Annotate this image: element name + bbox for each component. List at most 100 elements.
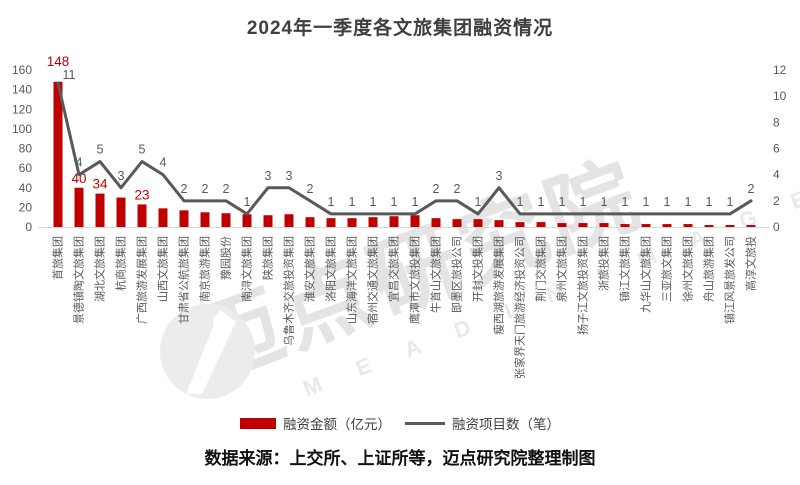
y-axis-tick-left: 60	[19, 161, 33, 175]
bar-value-label: 148	[47, 54, 70, 69]
x-axis-label: 广西旅游发展集团	[135, 236, 149, 324]
y-axis-tick-right: 12	[773, 63, 787, 77]
line-point-label: 1	[580, 195, 587, 209]
x-axis-label: 扬子江文旅投资集团	[576, 236, 590, 335]
y-axis-tick-left: 140	[12, 83, 32, 97]
x-axis-label: 徐州文旅集团	[681, 236, 695, 302]
bar	[473, 219, 483, 227]
line-point-label: 4	[76, 156, 83, 170]
line-point-label: 1	[475, 195, 482, 209]
bar	[263, 215, 273, 227]
bar	[452, 219, 462, 227]
line-point-label: 3	[265, 169, 272, 183]
x-axis-label: 浙旅投集团	[597, 236, 611, 291]
bar	[179, 210, 189, 227]
line-point-label: 5	[139, 143, 146, 157]
line-point-label: 2	[181, 182, 188, 196]
line-point-label: 1	[349, 195, 356, 209]
bar	[74, 187, 84, 227]
line-point-label: 1	[685, 195, 692, 209]
bar	[620, 224, 630, 227]
x-axis-label: 山西文旅集团	[156, 236, 170, 302]
legend-bar-swatch	[240, 417, 276, 429]
chart-legend: 融资金额（亿元） 融资项目数（笔）	[0, 413, 800, 433]
y-axis-tick-right: 10	[773, 89, 787, 103]
line-point-label: 3	[286, 169, 293, 183]
bar	[515, 222, 525, 227]
x-axis-label: 乌鲁木齐交旅投资集团	[282, 236, 296, 346]
line-point-label: 1	[244, 195, 251, 209]
x-axis-label: 杭商旅集团	[114, 236, 128, 291]
bar-value-label: 23	[134, 187, 149, 202]
line-point-label: 1	[412, 195, 419, 209]
x-axis-label: 淮安文旅集团	[303, 236, 317, 302]
y-axis-tick-right: 2	[773, 194, 780, 208]
line-point-label: 11	[63, 68, 76, 82]
y-axis-tick-left: 160	[12, 63, 32, 77]
x-axis-label: 舟山旅游集团	[702, 236, 716, 302]
chart-title: 2024年一季度各文旅集团融资情况	[246, 18, 554, 39]
x-axis-label: 山东海洋文旅集团	[345, 236, 359, 324]
bar	[305, 217, 315, 227]
bar	[641, 224, 651, 227]
y-axis-tick-right: 8	[773, 115, 780, 129]
y-axis-tick-left: 0	[25, 220, 32, 234]
bar-value-label: 34	[92, 177, 108, 192]
bar	[200, 212, 210, 227]
line-point-label: 2	[307, 182, 314, 196]
x-axis-label: 宜昌交旅集团	[387, 236, 401, 302]
bar	[683, 224, 693, 227]
bar	[368, 217, 378, 227]
x-axis-label: 南京旅游集团	[198, 236, 212, 302]
source-note: 数据来源：上交所、上证所等，迈点研究院整理制图	[204, 449, 596, 468]
meadin-logo-icon	[160, 304, 255, 404]
line-point-label: 1	[559, 195, 566, 209]
line-point-label: 2	[454, 182, 461, 196]
line-point-label: 1	[643, 195, 650, 209]
line-point-label: 1	[601, 195, 608, 209]
bar	[326, 218, 336, 227]
line-point-label: 1	[538, 195, 545, 209]
x-axis-label: 镇江文旅集团	[618, 236, 632, 302]
x-axis-label: 张家界天门旅游经济投资公司	[513, 236, 527, 379]
bar	[599, 223, 609, 227]
line-point-label: 2	[202, 182, 209, 196]
x-axis-label: 洛阳文旅集团	[324, 236, 338, 302]
bar	[95, 193, 105, 227]
line-point-label: 1	[706, 195, 713, 209]
line-point-label: 2	[433, 182, 440, 196]
y-axis-tick-right: 6	[773, 142, 780, 156]
y-axis-tick-right: 0	[773, 220, 780, 234]
x-axis-label: 瘦西湖旅游发展集团	[492, 236, 506, 335]
x-axis-label: 开封文投集团	[471, 236, 485, 302]
x-axis-label: 即墨区旅投公司	[450, 236, 464, 313]
line-point-label: 5	[97, 143, 104, 157]
x-axis-label: 陕旅集团	[261, 236, 275, 280]
bar	[536, 222, 546, 227]
line-point-label: 1	[391, 195, 398, 209]
y-axis-tick-left: 20	[19, 200, 33, 214]
bar	[347, 218, 357, 227]
x-axis-label: 宿州交通文旅集团	[366, 236, 380, 324]
x-axis-label: 南浔文旅集团	[240, 236, 254, 302]
line-point-label: 1	[622, 195, 629, 209]
line-point-label: 2	[748, 182, 755, 196]
bar	[410, 215, 420, 227]
bar	[704, 225, 714, 227]
bar	[158, 208, 168, 227]
legend-item-line: 融资项目数（笔）	[405, 413, 560, 433]
bar	[662, 224, 672, 227]
x-axis-label: 三亚旅文集团	[660, 236, 674, 302]
bar	[221, 213, 231, 227]
x-axis-label: 首旅集团	[51, 236, 65, 280]
line-point-label: 1	[727, 195, 734, 209]
legend-item-bar: 融资金额（亿元）	[240, 413, 391, 433]
legend-line-label: 融资项目数（笔）	[452, 417, 560, 432]
y-axis-tick-left: 100	[12, 122, 32, 136]
x-axis-label: 鹰潭市文旅投集团	[408, 236, 422, 324]
bar-value-label: 40	[71, 171, 86, 186]
line-series	[56, 81, 753, 216]
line-point-label: 4	[160, 156, 167, 170]
bar	[116, 197, 126, 227]
